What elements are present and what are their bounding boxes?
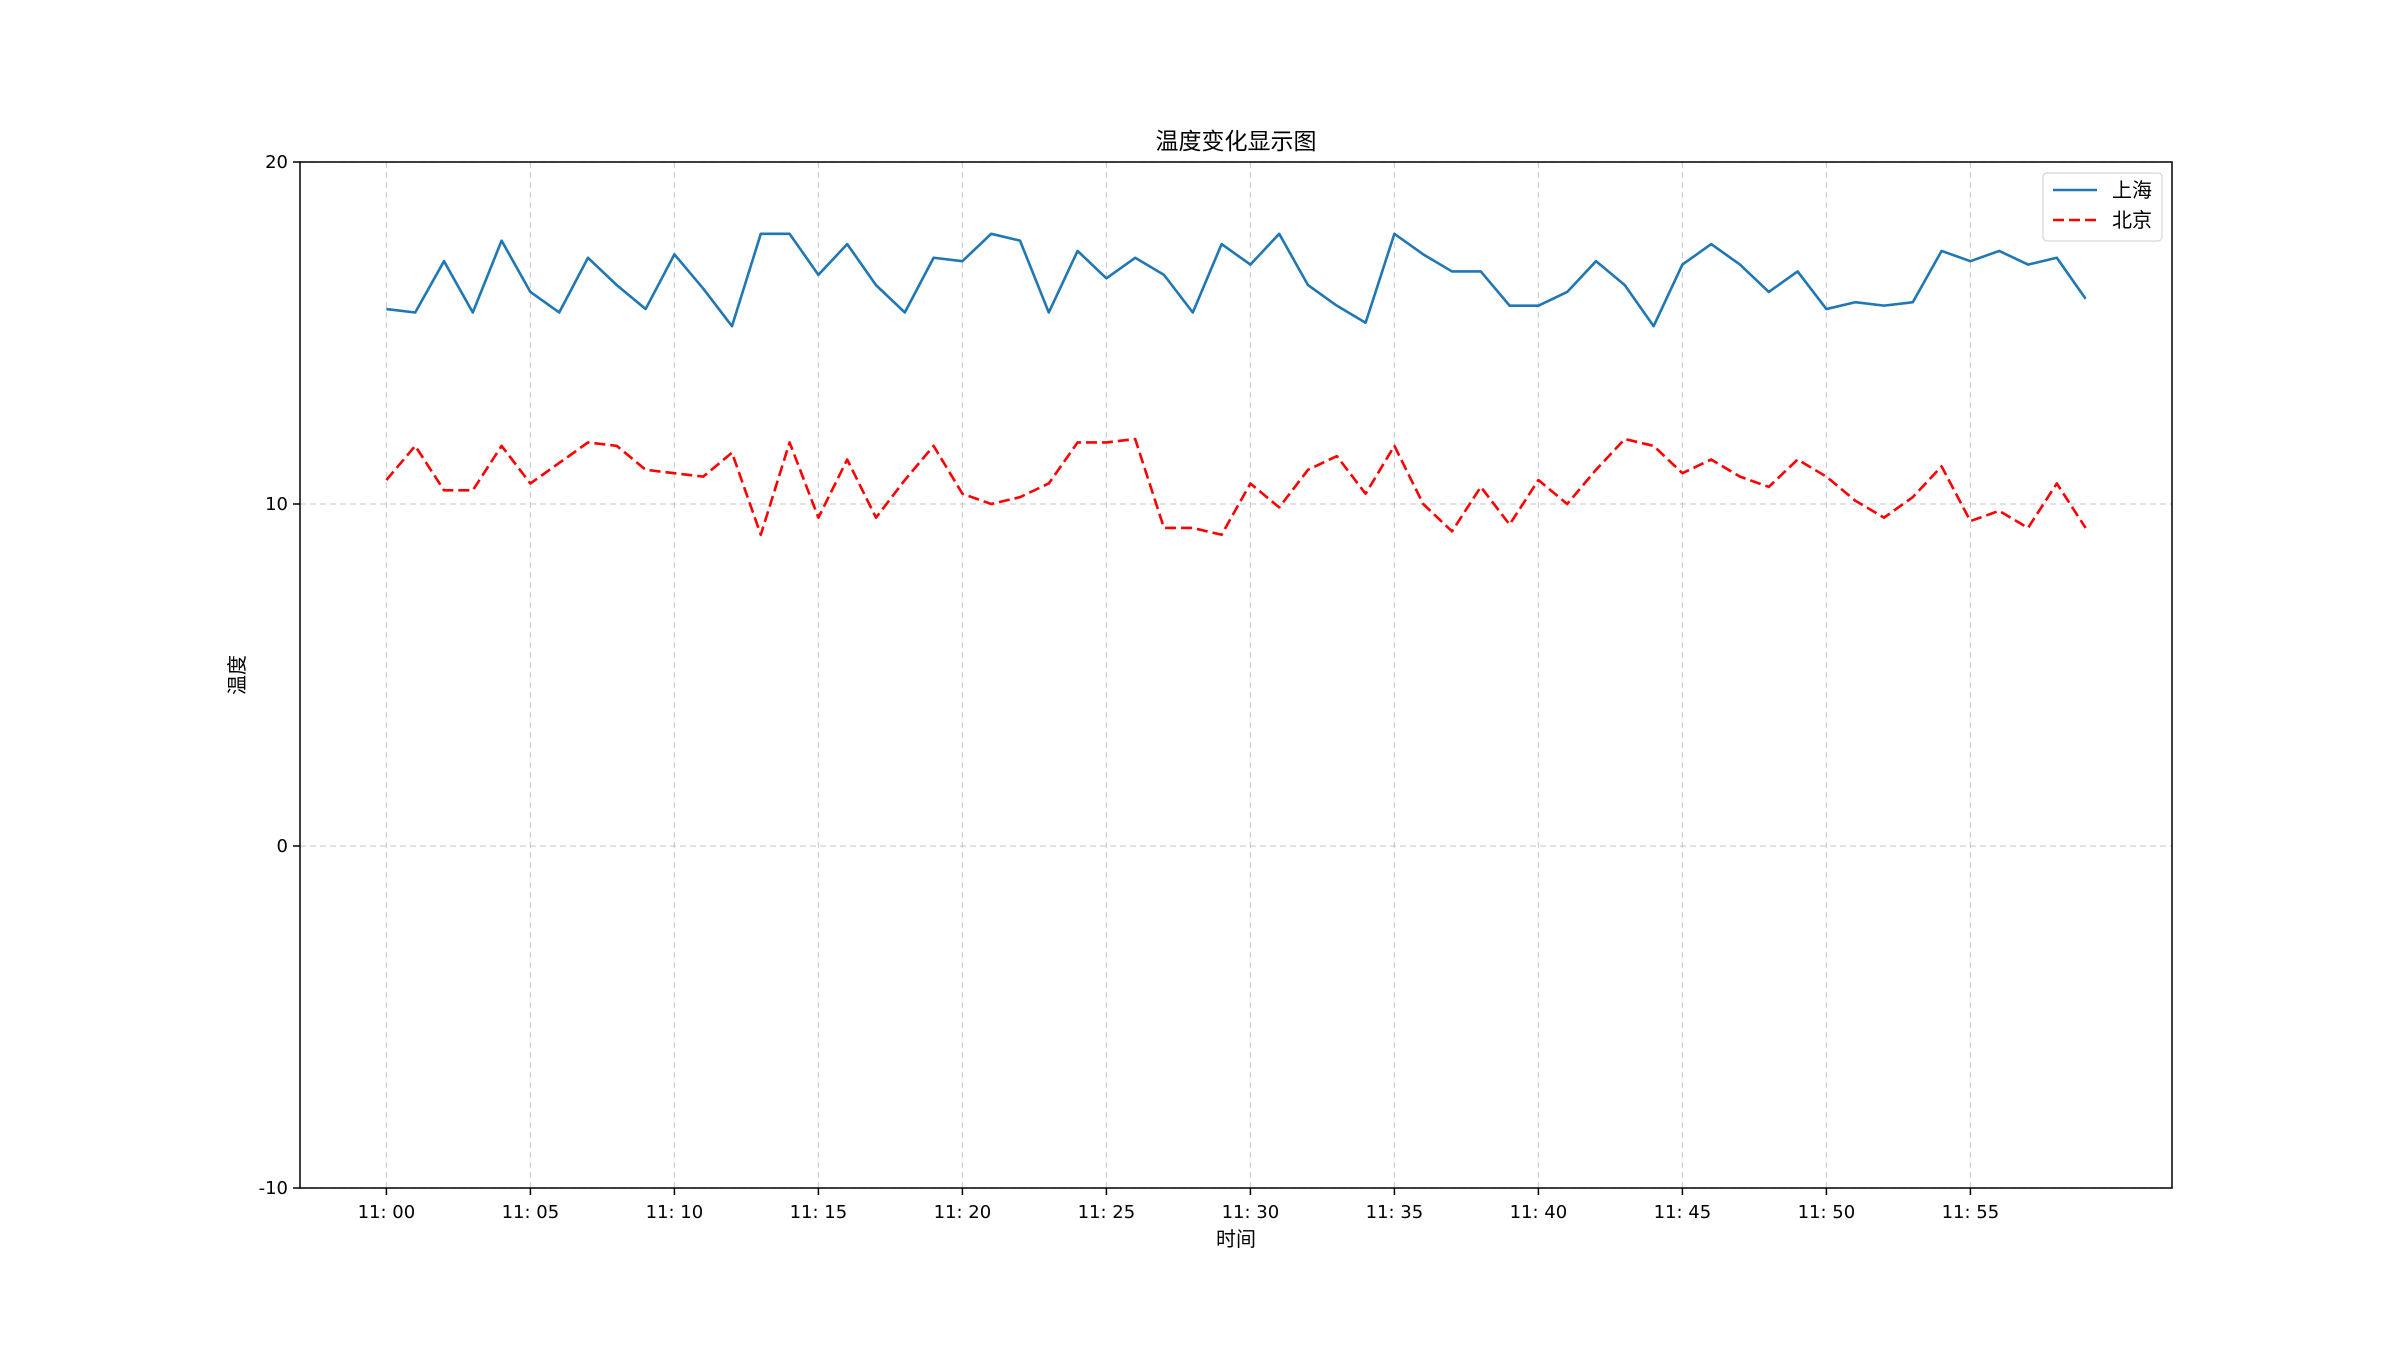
x-tick-label: 11: 20 — [934, 1202, 992, 1223]
y-tick-label: -10 — [259, 1178, 288, 1199]
series-line-shanghai — [386, 232, 2087, 328]
x-tick-label: 11: 15 — [790, 1202, 848, 1223]
x-tick-label: 11: 25 — [1078, 1202, 1136, 1223]
series-line-beijing — [385, 437, 2087, 537]
y-tick-label: 20 — [265, 152, 288, 173]
x-tick-label: 11: 50 — [1798, 1202, 1856, 1223]
x-tick-label: 11: 30 — [1222, 1202, 1280, 1223]
y-axis-label: 温度 — [225, 655, 249, 695]
legend-label-shanghai: 上海 — [2112, 178, 2152, 202]
plot-frame — [299, 161, 2173, 1189]
legend-label-beijing: 北京 — [2112, 208, 2152, 232]
legend: 上海 北京 — [2042, 172, 2163, 242]
x-tick-label: 11: 45 — [1654, 1202, 1712, 1223]
x-tick-label: 11: 10 — [646, 1202, 704, 1223]
y-tick-label: 10 — [265, 494, 288, 515]
chart-title: 温度变化显示图 — [1156, 129, 1317, 155]
x-tick-label: 11: 35 — [1366, 1202, 1424, 1223]
x-axis-label: 时间 — [1216, 1227, 1256, 1251]
x-tick-label: 11: 05 — [502, 1202, 560, 1223]
ticks-layer: -10 0 10 20 11: 00 11: 05 11: 10 11: 15 11: 20 11… — [259, 152, 2000, 1223]
x-tick-label: 11: 55 — [1942, 1202, 2000, 1223]
x-tick-label: 11: 40 — [1510, 1202, 1568, 1223]
grid-layer — [300, 161, 2172, 1189]
y-tick-label: 0 — [277, 836, 288, 857]
series-layer — [385, 232, 2087, 537]
x-tick-label: 11: 00 — [358, 1202, 416, 1223]
